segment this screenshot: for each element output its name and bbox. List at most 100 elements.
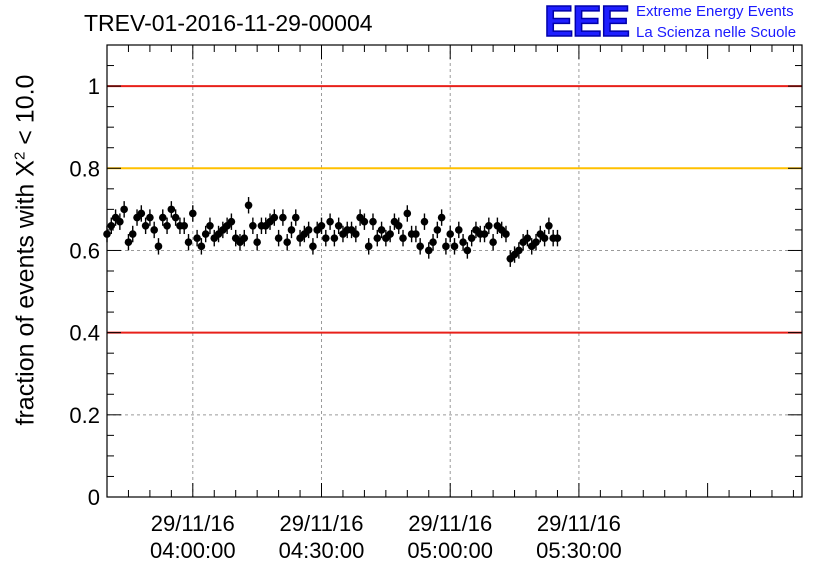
y-tick-label: 0 bbox=[88, 485, 100, 510]
data-point bbox=[394, 222, 403, 230]
y-tick-label: 0.2 bbox=[69, 403, 100, 428]
data-point bbox=[141, 222, 150, 230]
data-point bbox=[163, 222, 171, 230]
data-point bbox=[545, 222, 553, 230]
x-tick-label-date: 29/11/16 bbox=[408, 511, 492, 536]
data-point bbox=[515, 246, 523, 255]
x-tick-label-time: 05:30:00 bbox=[536, 538, 622, 563]
data-point bbox=[467, 234, 476, 242]
data-point bbox=[180, 222, 189, 230]
data-point bbox=[523, 234, 532, 242]
data-point bbox=[283, 238, 291, 247]
data-point bbox=[128, 230, 137, 238]
data-point bbox=[463, 246, 472, 255]
data-point bbox=[429, 238, 437, 247]
data-point bbox=[352, 230, 360, 238]
data-point bbox=[485, 222, 493, 230]
data-point bbox=[240, 234, 249, 242]
data-point bbox=[206, 222, 214, 230]
data-point bbox=[201, 230, 210, 238]
logo-text-line1: Extreme Energy Events bbox=[636, 3, 794, 20]
data-point bbox=[433, 226, 442, 234]
data-point bbox=[244, 201, 253, 210]
data-point bbox=[540, 234, 549, 242]
data-point bbox=[334, 222, 343, 230]
data-point bbox=[116, 217, 124, 226]
data-point bbox=[249, 222, 257, 230]
reference-lines bbox=[107, 85, 802, 334]
logo-text-line2: La Scienza nelle Scuole bbox=[636, 24, 797, 41]
data-point bbox=[171, 213, 180, 222]
y-tick-label: 0.8 bbox=[69, 156, 100, 181]
data-point bbox=[450, 242, 459, 251]
x-tick-label-date: 29/11/16 bbox=[151, 511, 235, 536]
data-point bbox=[279, 213, 287, 222]
data-point bbox=[287, 226, 296, 234]
data-point bbox=[107, 222, 116, 230]
y-tick-label: 1 bbox=[88, 74, 100, 99]
data-point bbox=[420, 217, 429, 226]
data-point bbox=[150, 226, 158, 234]
data-point bbox=[197, 242, 206, 251]
data-point bbox=[442, 242, 450, 251]
data-point bbox=[369, 217, 377, 226]
data-point bbox=[373, 234, 382, 242]
data-point bbox=[124, 238, 133, 247]
data-point bbox=[446, 230, 455, 238]
data-point bbox=[317, 222, 326, 230]
data-point bbox=[154, 242, 163, 251]
data-point bbox=[189, 209, 197, 218]
y-tick-label: 0.4 bbox=[69, 321, 100, 346]
data-point bbox=[412, 230, 420, 238]
data-point bbox=[459, 238, 467, 247]
data-point bbox=[137, 209, 146, 218]
data-point bbox=[454, 226, 463, 234]
plot-frame bbox=[106, 44, 803, 498]
data-point bbox=[377, 226, 386, 234]
data-point bbox=[193, 234, 201, 242]
eee-logo: EEE Extreme Energy Events La Scienza nel… bbox=[543, 0, 834, 46]
data-point bbox=[120, 205, 128, 214]
data-point bbox=[553, 234, 562, 242]
chart-title: TREV-01-2016-11-29-00004 bbox=[84, 10, 373, 36]
x-tick-label-time: 04:30:00 bbox=[279, 538, 365, 563]
grid-layer bbox=[107, 45, 802, 497]
axes bbox=[106, 44, 803, 498]
data-point bbox=[227, 217, 236, 226]
x-tick-label-time: 05:00:00 bbox=[407, 538, 493, 563]
x-tick-label-time: 04:00:00 bbox=[150, 538, 236, 563]
x-tick-label-date: 29/11/16 bbox=[537, 511, 621, 536]
data-point bbox=[399, 234, 407, 242]
data-point bbox=[532, 238, 540, 247]
data-point bbox=[386, 230, 394, 238]
tick-labels: 00.20.40.60.8129/11/1604:00:0029/11/1604… bbox=[69, 74, 621, 563]
data-point bbox=[489, 238, 497, 247]
data-point bbox=[364, 242, 373, 251]
data-point bbox=[437, 213, 446, 222]
data-point bbox=[360, 217, 369, 226]
data-point bbox=[158, 213, 167, 222]
data-point bbox=[103, 230, 111, 238]
x-tick-label-date: 29/11/16 bbox=[279, 511, 363, 536]
data-point bbox=[403, 209, 412, 218]
data-point bbox=[167, 205, 176, 214]
data-point bbox=[146, 213, 154, 222]
data-point bbox=[184, 238, 193, 247]
eee-logo-mark: EEE bbox=[543, 0, 631, 46]
data-point bbox=[321, 234, 330, 242]
data-point bbox=[326, 217, 334, 226]
data-point bbox=[253, 238, 261, 247]
y-tick-label: 0.6 bbox=[69, 238, 100, 263]
data-point bbox=[480, 230, 489, 238]
data-point bbox=[274, 234, 283, 242]
data-point bbox=[416, 242, 424, 251]
data-points bbox=[103, 197, 562, 267]
data-point bbox=[270, 213, 279, 222]
data-point bbox=[330, 234, 339, 242]
data-point bbox=[304, 226, 313, 234]
data-point bbox=[291, 213, 300, 222]
data-point bbox=[502, 230, 510, 238]
data-point bbox=[424, 246, 433, 255]
data-point bbox=[309, 242, 317, 251]
